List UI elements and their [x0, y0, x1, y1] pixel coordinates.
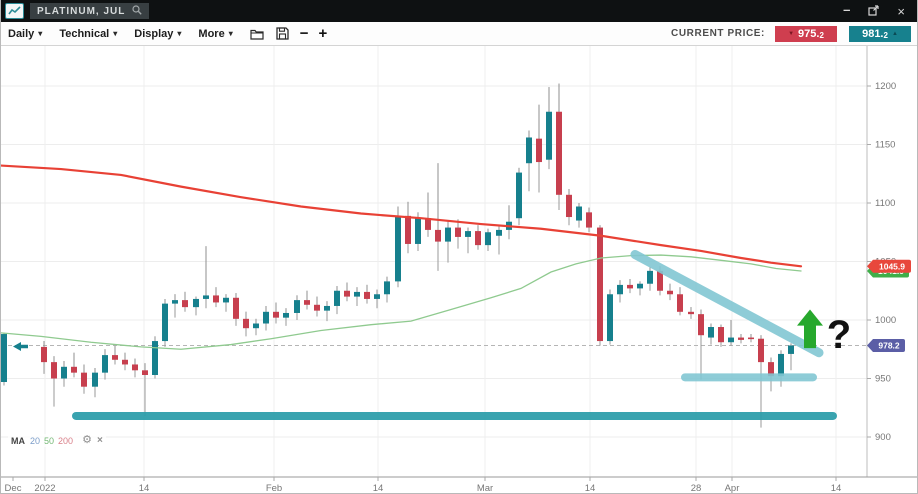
menu-more[interactable]: More ▾ — [198, 28, 232, 40]
chevron-down-icon: ▾ — [228, 29, 233, 38]
ma-50 — [1, 254, 802, 350]
svg-text:1200: 1200 — [875, 81, 896, 92]
ma-50-line — [1, 254, 802, 350]
left-marker-icon — [13, 342, 28, 351]
svg-text:14: 14 — [139, 483, 150, 494]
arrow-down-icon: ▼ — [788, 30, 795, 37]
svg-text:Dec: Dec — [5, 483, 22, 494]
sell-price-badge[interactable]: ▼ 975.2 — [775, 25, 837, 42]
question-mark-annotation[interactable]: ? — [827, 313, 851, 357]
drawings-layer[interactable]: ? — [13, 249, 851, 420]
close-window-button[interactable]: × — [897, 3, 905, 19]
chart-area: ?12001150110010501000950900Dec202214Feb1… — [1, 46, 918, 494]
gridlines — [1, 46, 867, 477]
svg-text:978.2: 978.2 — [878, 341, 900, 351]
svg-text:950: 950 — [875, 374, 891, 385]
app-logo-icon — [5, 3, 24, 19]
open-folder-icon[interactable] — [250, 28, 265, 40]
menu-daily[interactable]: Daily ▾ — [8, 28, 42, 40]
svg-text:Mar: Mar — [477, 483, 493, 494]
sell-price-value: 975.2 — [798, 27, 824, 40]
symbol-label: PLATINUM, JUL — [37, 5, 126, 17]
svg-text:14: 14 — [585, 483, 596, 494]
svg-text:14: 14 — [831, 483, 842, 494]
ma-legend-periods: 20 50 200 — [30, 435, 74, 446]
toolbar: Daily ▾ Technical ▾ Display ▾ More ▾ − +… — [1, 22, 917, 46]
chevron-down-icon: ▾ — [113, 29, 118, 38]
menu-technical-label: Technical — [59, 27, 110, 40]
current-price-label: CURRENT PRICE: — [671, 28, 765, 39]
zoom-in-button[interactable]: + — [318, 25, 328, 42]
menu-technical[interactable]: Technical ▾ — [59, 28, 117, 40]
menu-daily-label: Daily — [8, 27, 35, 40]
title-bar: PLATINUM, JUL – × — [1, 0, 917, 22]
up-arrow-annotation[interactable] — [797, 309, 823, 349]
candles-layer — [1, 83, 794, 428]
buy-price-badge[interactable]: 981.2 ▲ — [849, 25, 911, 42]
menu-display[interactable]: Display ▾ — [134, 28, 181, 40]
svg-text:Feb: Feb — [266, 483, 282, 494]
ma-legend: MA 20 50 200 ⚙ × — [8, 434, 106, 447]
buy-price-value: 981.2 — [862, 27, 888, 40]
arrow-up-icon: ▲ — [891, 30, 898, 37]
svg-text:28: 28 — [691, 483, 702, 494]
price-chart-canvas[interactable]: ?12001150110010501000950900Dec202214Feb1… — [1, 46, 918, 494]
save-icon[interactable] — [276, 27, 289, 40]
search-icon — [132, 4, 143, 18]
svg-text:1045.9: 1045.9 — [879, 261, 905, 271]
chevron-down-icon: ▾ — [177, 29, 182, 38]
popout-button[interactable] — [868, 4, 880, 18]
chevron-down-icon: ▾ — [38, 29, 43, 38]
gear-icon[interactable]: ⚙ — [82, 434, 92, 446]
svg-text:1100: 1100 — [875, 198, 895, 209]
svg-text:1000: 1000 — [875, 315, 896, 326]
minimize-button[interactable]: – — [843, 1, 851, 17]
menu-more-label: More — [198, 27, 225, 40]
svg-text:900: 900 — [875, 432, 891, 443]
ma-200 — [1, 164, 803, 268]
svg-text:14: 14 — [373, 483, 384, 494]
downtrend-line[interactable] — [630, 249, 824, 358]
svg-text:2022: 2022 — [34, 483, 55, 494]
close-icon[interactable]: × — [96, 434, 103, 446]
zoom-out-button[interactable]: − — [299, 25, 309, 42]
svg-text:Apr: Apr — [725, 483, 740, 494]
x-axis-labels: Dec 2022 14 Feb 14 Mar 14 28 Apr 14 — [5, 477, 842, 494]
ma-legend-label: MA — [11, 435, 25, 446]
symbol-search-box[interactable]: PLATINUM, JUL — [30, 3, 150, 19]
ma-200-line — [1, 164, 803, 268]
menu-display-label: Display — [134, 27, 174, 40]
svg-text:1150: 1150 — [875, 140, 895, 151]
